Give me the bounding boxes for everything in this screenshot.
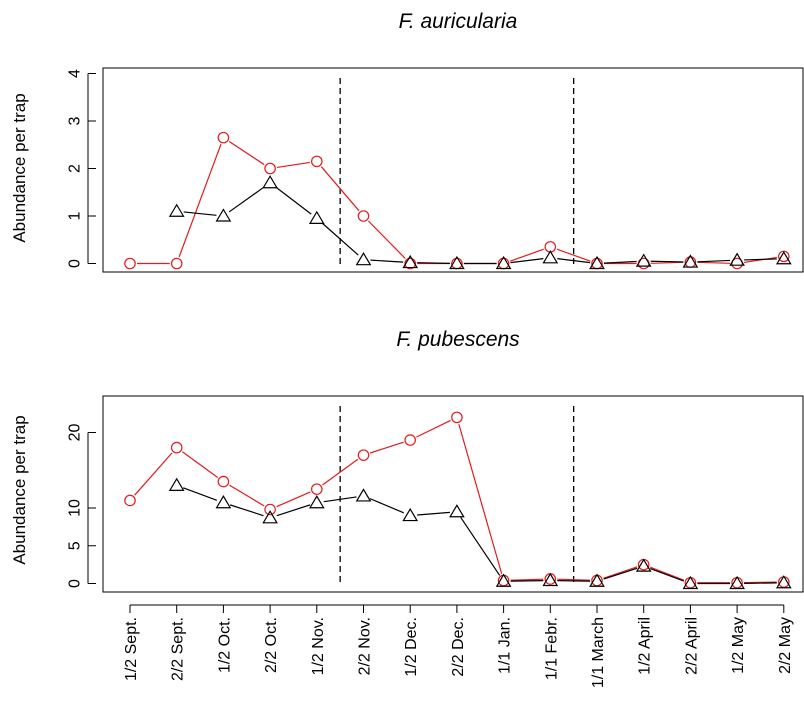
y-tick-label: 3 xyxy=(67,116,84,125)
y-tick-label: 1 xyxy=(67,211,84,220)
y-tick-label: 5 xyxy=(67,541,84,550)
series-2-point xyxy=(215,495,232,509)
series-1-point xyxy=(170,257,183,270)
series-2-point xyxy=(308,210,325,224)
series-2-point xyxy=(682,254,699,268)
panel-2-title: F. pubescens xyxy=(396,328,520,351)
panel-2-ylabel: Abundance per trap xyxy=(10,415,29,564)
series-2-point xyxy=(775,575,792,589)
series-2-point xyxy=(262,175,278,189)
series-2-point xyxy=(355,252,372,266)
series-1-point xyxy=(357,210,370,222)
x-tick-label: 1/2 April xyxy=(637,617,654,675)
x-tick-label: 2/2 April xyxy=(683,617,700,675)
series-2-point xyxy=(215,208,232,222)
series-2-point xyxy=(635,253,652,267)
series-1-point xyxy=(170,441,183,454)
series-2-point xyxy=(495,255,512,270)
y-tick-label: 20 xyxy=(67,424,84,442)
y-tick-label: 10 xyxy=(67,499,84,517)
panel-pubescens: F. pubescens Abundance per trap 0 5 10 20 xyxy=(10,328,804,593)
series-2-point xyxy=(589,255,605,270)
series-2-line xyxy=(183,186,777,265)
y-tick-label: 0 xyxy=(67,259,84,268)
x-tick-label: 1/1 Jan. xyxy=(497,617,514,674)
series-2-point xyxy=(449,255,465,270)
y-tick-label: 2 xyxy=(67,164,84,173)
series-2-line xyxy=(183,487,777,585)
series-1-point xyxy=(264,162,276,175)
x-tick-label: 2/2 Oct. xyxy=(263,617,280,673)
series-2-point xyxy=(729,252,745,266)
panel-1-title: F. auricularia xyxy=(399,10,518,33)
series-2-point xyxy=(402,254,419,269)
series-2-point xyxy=(729,575,745,590)
series-1-point xyxy=(310,155,323,168)
series-2-point xyxy=(449,504,465,518)
series-2-point xyxy=(542,250,559,264)
series-2-point xyxy=(262,510,278,524)
y-tick-label: 4 xyxy=(67,69,84,78)
x-tick-label: 2/2 Sept. xyxy=(170,617,187,681)
series-2-point xyxy=(355,488,372,502)
y-tick-label: 0 xyxy=(67,579,84,588)
series-2-point xyxy=(495,573,512,587)
x-tick-label: 1/1 March xyxy=(590,617,607,688)
series-1-point xyxy=(404,434,416,446)
series-1-point xyxy=(310,483,323,495)
x-tick-label: 2/2 Dec. xyxy=(450,617,467,677)
x-tick-label: 1/2 Dec. xyxy=(403,617,420,677)
x-tick-label: 1/2 May xyxy=(730,617,747,674)
series-2-point xyxy=(542,572,559,587)
x-tick-label: 2/2 Nov. xyxy=(357,617,374,675)
x-tick-label: 1/2 Oct. xyxy=(216,617,233,673)
series-1-point xyxy=(124,494,136,507)
series-2-point xyxy=(775,251,792,265)
series-2-point xyxy=(402,507,419,522)
x-tick-label: 1/2 Nov. xyxy=(310,617,327,675)
series-1-line xyxy=(134,419,777,584)
series-2-point xyxy=(168,477,185,491)
series-2-point xyxy=(635,558,652,572)
x-tick-label: 1/2 Sept. xyxy=(123,617,140,681)
series-1-point xyxy=(124,257,136,270)
series-2-point xyxy=(682,575,699,590)
series-1-point xyxy=(451,411,463,424)
series-1-point xyxy=(404,257,416,270)
x-tick-label: 2/2 May xyxy=(777,617,794,674)
series-2-point xyxy=(308,495,325,509)
plot-frame xyxy=(102,395,804,593)
plot-frame xyxy=(102,67,804,273)
panel-2-axes: 0 5 10 20 xyxy=(67,395,804,593)
series-1-point xyxy=(217,131,230,144)
series-2-point xyxy=(168,203,185,217)
series-1-point xyxy=(264,503,276,516)
x-axis: 1/2 Sept. 2/2 Sept. 1/2 Oct. 2/2 Oct. 1/2 No… xyxy=(123,604,794,688)
series-1-point xyxy=(217,475,230,488)
series-1-line xyxy=(137,140,777,265)
panel-1-ylabel: Abundance per trap xyxy=(10,93,29,242)
panel-auricularia: F. auricularia Abundance per trap 0 1 2 3 4 xyxy=(10,10,804,273)
x-tick-label: 1/1 Febr. xyxy=(543,617,560,680)
series-1-point xyxy=(357,449,370,461)
series-2-point xyxy=(589,573,605,587)
panel-1-axes: 0 1 2 3 4 xyxy=(67,67,804,273)
